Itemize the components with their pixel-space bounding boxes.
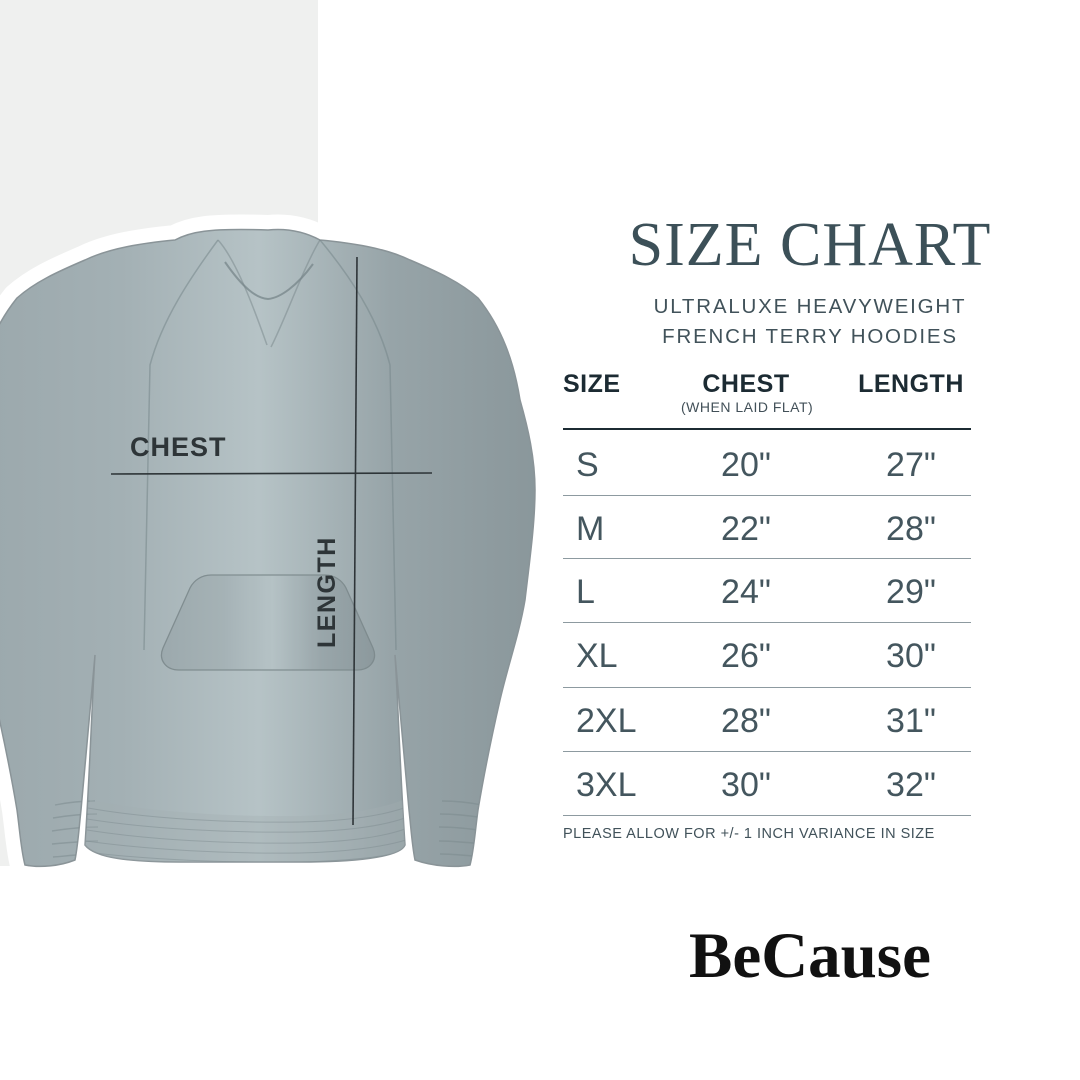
svg-text:CHEST: CHEST — [130, 432, 227, 462]
svg-text:LENGTH: LENGTH — [313, 536, 341, 648]
